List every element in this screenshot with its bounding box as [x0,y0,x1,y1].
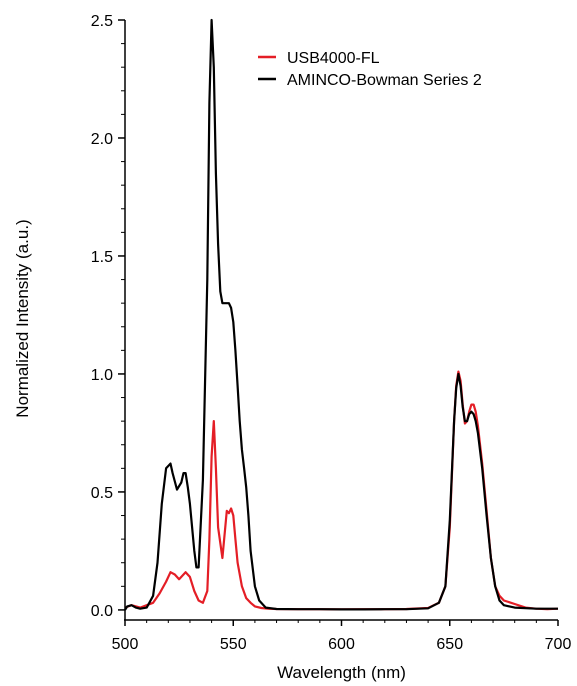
series-line-1 [124,18,558,611]
y-ticks: 0.0 0.5 1.0 1.5 2.0 2.5 [91,13,125,620]
axes [124,20,558,621]
x-tick-label: 650 [436,636,463,653]
x-ticks: 500 550 600 650 700 [112,620,572,653]
y-tick-label: 0.5 [91,485,113,502]
x-tick-label: 700 [545,636,572,653]
x-tick-label: 500 [112,636,139,653]
legend: USB4000-FL AMINCO-Bowman Series 2 [258,50,482,89]
x-axis-title: Wavelength (nm) [277,663,406,682]
legend-label-1: AMINCO-Bowman Series 2 [287,72,482,89]
y-tick-label: 0.0 [91,603,113,620]
x-tick-label: 550 [220,636,247,653]
legend-label-0: USB4000-FL [287,50,380,67]
plot-lines [124,18,559,611]
y-tick-label: 2.5 [91,13,113,30]
y-tick-label: 2.0 [91,131,113,148]
y-tick-label: 1.5 [91,249,113,266]
x-tick-label: 600 [328,636,355,653]
y-axis-title: Normalized Intensity (a.u.) [13,219,32,417]
y-tick-label: 1.0 [91,367,113,384]
